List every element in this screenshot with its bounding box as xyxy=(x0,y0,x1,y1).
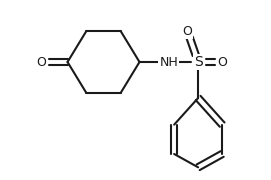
Text: O: O xyxy=(183,25,192,38)
Text: S: S xyxy=(194,55,202,69)
Text: O: O xyxy=(36,55,46,69)
Text: O: O xyxy=(217,55,227,69)
Text: NH: NH xyxy=(159,55,178,69)
